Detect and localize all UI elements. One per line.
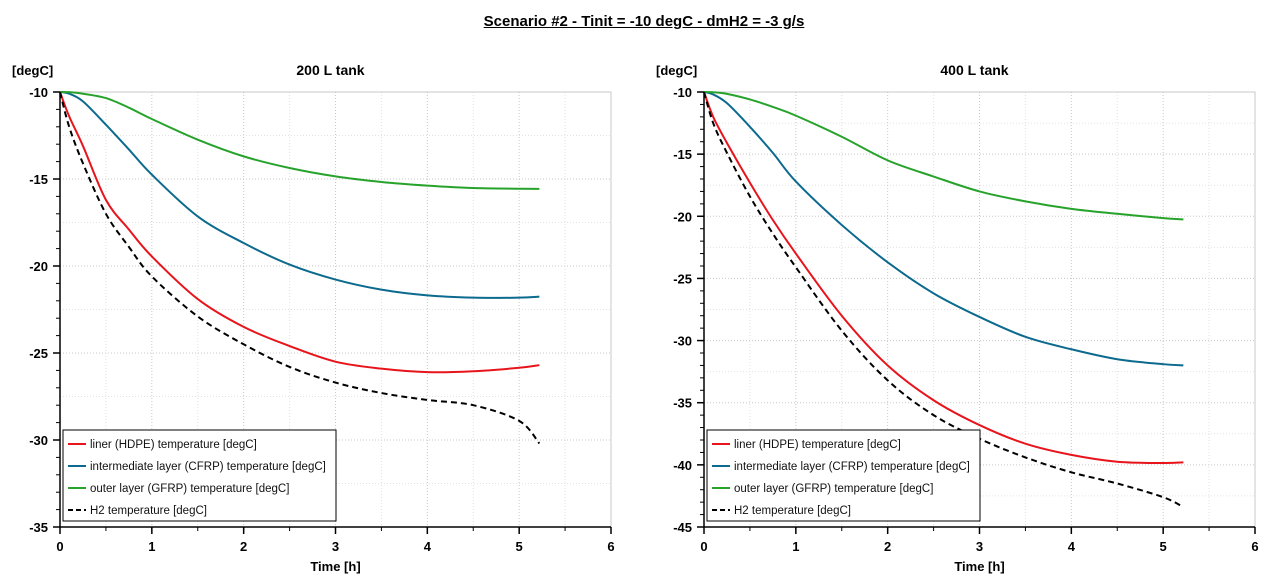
series-line-liner: [703, 91, 1184, 465]
x-tick-label: 6: [607, 539, 614, 554]
y-tick-label: -20: [673, 209, 692, 224]
legend-label: liner (HDPE) temperature [degC]: [90, 439, 257, 451]
x-tick-label: 0: [56, 539, 63, 554]
y-tick-label: -25: [673, 271, 692, 286]
legend-label: outer layer (GFRP) temperature [degC]: [90, 483, 289, 495]
chart-0: -10 -15 -20 -25 -30 -35 0 1 2 3 4 5 6 Time [h] [degC] 2…: [12, 62, 615, 574]
series-line-outer: [703, 91, 1184, 221]
x-tick-label: 5: [516, 539, 523, 554]
y-tick-label: -30: [673, 334, 692, 349]
y-tick-label: -35: [673, 396, 692, 411]
x-tick-label: 0: [700, 539, 707, 554]
y-tick-label: -20: [29, 259, 48, 274]
legend-label: intermediate layer (CFRP) temperature [d…: [90, 461, 326, 473]
legend: liner (HDPE) temperature [degC] intermedi…: [706, 429, 981, 522]
legend-box: [62, 429, 337, 522]
legend-label: H2 temperature [degC]: [90, 505, 207, 517]
y-tick-label: -35: [29, 520, 48, 535]
y-tick-label: -10: [673, 85, 692, 100]
y-tick-label: -10: [29, 85, 48, 100]
x-tick-label: 2: [240, 539, 247, 554]
legend-label: intermediate layer (CFRP) temperature [d…: [734, 461, 970, 473]
y-axis-title: [degC]: [12, 63, 53, 78]
series-line-h2: [59, 91, 541, 445]
x-tick-label: 1: [148, 539, 155, 554]
x-tick-label: 2: [884, 539, 891, 554]
legend-box: [706, 429, 981, 522]
series-line-outer: [59, 90, 540, 190]
legend: liner (HDPE) temperature [degC] intermedi…: [62, 429, 337, 522]
chart-1: -10 -15 -20 -25 -30 -35 -40 -45 0 1 2 3 4 5 6 Time [h] […: [656, 62, 1259, 574]
legend-label: H2 temperature [degC]: [734, 505, 851, 517]
chart-title: 200 L tank: [296, 62, 364, 78]
y-tick-label: -30: [29, 433, 48, 448]
y-axis-title: [degC]: [656, 63, 697, 78]
x-tick-label: 4: [424, 539, 432, 554]
x-tick-label: 3: [332, 539, 339, 554]
y-tick-label: -15: [673, 147, 692, 162]
series-line-intermediate: [59, 91, 540, 299]
legend-label: liner (HDPE) temperature [degC]: [734, 439, 901, 451]
chart-title: 400 L tank: [940, 62, 1008, 78]
x-tick-label: 5: [1160, 539, 1167, 554]
y-tick-label: -15: [29, 172, 48, 187]
series-line-h2: [703, 91, 1184, 509]
legend-label: outer layer (GFRP) temperature [degC]: [734, 483, 933, 495]
page-title: Scenario #2 - Tinit = -10 degC - dmH2 = …: [483, 13, 805, 30]
x-axis-title: Time [h]: [954, 559, 1004, 574]
series-line-liner: [59, 91, 540, 374]
series-line-intermediate: [703, 91, 1184, 367]
y-tick-label: -45: [673, 520, 692, 535]
x-tick-label: 4: [1068, 539, 1076, 554]
x-tick-label: 6: [1251, 539, 1258, 554]
y-tick-label: -40: [673, 458, 692, 473]
x-tick-label: 1: [792, 539, 799, 554]
y-tick-label: -25: [29, 346, 48, 361]
x-tick-label: 3: [976, 539, 983, 554]
x-axis-title: Time [h]: [310, 559, 360, 574]
